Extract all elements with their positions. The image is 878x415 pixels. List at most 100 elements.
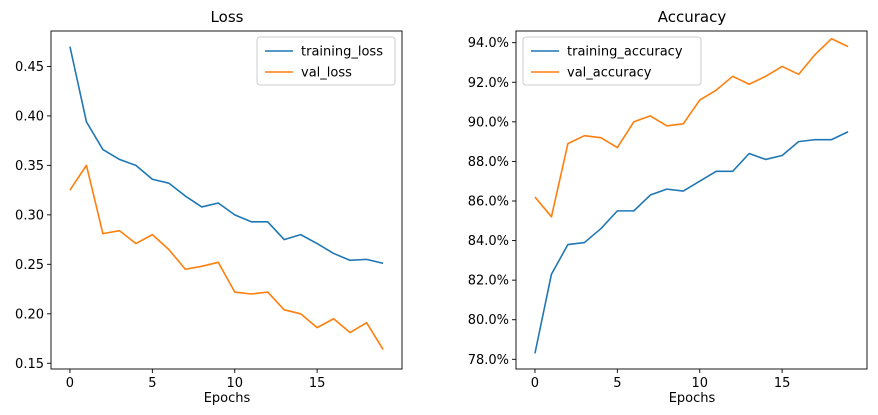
loss-point-val_loss xyxy=(69,189,71,191)
loss-series-line-training_loss xyxy=(69,46,384,265)
accuracy-chart-xlabel: Epochs xyxy=(669,391,716,406)
loss-point-training_loss xyxy=(349,259,351,261)
loss-point-val_loss xyxy=(316,326,318,328)
loss-point-val_loss xyxy=(184,268,186,270)
loss-point-training_loss xyxy=(382,262,384,264)
loss-legend-box xyxy=(256,36,396,86)
accuracy-xtick-label: 10 xyxy=(691,376,708,391)
loss-chart-title: Loss xyxy=(211,8,244,26)
loss-point-val_loss xyxy=(102,232,104,234)
accuracy-ytick-label: 82.0% xyxy=(468,274,509,289)
accuracy-ytick-label: 90.0% xyxy=(468,115,509,130)
accuracy-legend-box xyxy=(522,36,702,86)
accuracy-point-training_accuracy xyxy=(699,180,701,182)
accuracy-point-val_accuracy xyxy=(732,75,734,77)
loss-point-training_loss xyxy=(299,233,301,235)
loss-chart-xlabel: Epochs xyxy=(204,391,251,406)
accuracy-point-val_accuracy xyxy=(666,125,668,127)
loss-point-training_loss xyxy=(332,252,334,254)
accuracy-xtick-label: 0 xyxy=(531,376,539,391)
loss-point-training_loss xyxy=(135,164,137,166)
accuracy-ytick-label: 86.0% xyxy=(468,194,509,209)
loss-point-training_loss xyxy=(250,221,252,223)
accuracy-point-training_accuracy xyxy=(732,170,734,172)
loss-point-val_loss xyxy=(349,331,351,333)
accuracy-point-val_accuracy xyxy=(534,196,536,198)
accuracy-ytick-label: 94.0% xyxy=(468,36,509,51)
accuracy-point-val_accuracy xyxy=(764,75,766,77)
loss-point-val_loss xyxy=(267,291,269,293)
loss-point-val_loss xyxy=(118,229,120,231)
accuracy-point-training_accuracy xyxy=(797,140,799,142)
accuracy-point-training_accuracy xyxy=(567,243,569,245)
loss-point-training_loss xyxy=(283,238,285,240)
accuracy-point-val_accuracy xyxy=(567,142,569,144)
accuracy-series-line-training_accuracy xyxy=(534,131,849,354)
loss-point-val_loss xyxy=(234,291,236,293)
loss-point-val_loss xyxy=(201,265,203,267)
loss-legend-label-val_loss: val_loss xyxy=(301,66,352,81)
accuracy-point-val_accuracy xyxy=(699,99,701,101)
accuracy-point-val_accuracy xyxy=(748,83,750,85)
accuracy-point-val_accuracy xyxy=(616,146,618,148)
accuracy-point-training_accuracy xyxy=(682,190,684,192)
loss-ytick-label: 0.25 xyxy=(15,258,44,273)
accuracy-xtick-label: 15 xyxy=(774,376,791,391)
accuracy-point-val_accuracy xyxy=(830,38,832,40)
loss-xtick-label: 10 xyxy=(226,376,243,391)
loss-point-val_loss xyxy=(217,261,219,263)
loss-xtick-label: 15 xyxy=(309,376,326,391)
loss-point-val_loss xyxy=(135,242,137,244)
loss-legend: training_loss val_loss xyxy=(256,36,396,86)
loss-point-val_loss xyxy=(283,309,285,311)
accuracy-ytick-label: 92.0% xyxy=(468,76,509,91)
loss-point-val_loss xyxy=(382,348,384,350)
loss-ytick-label: 0.20 xyxy=(15,307,44,322)
accuracy-point-training_accuracy xyxy=(847,131,849,133)
accuracy-point-training_accuracy xyxy=(600,227,602,229)
loss-point-val_loss xyxy=(151,233,153,235)
accuracy-point-val_accuracy xyxy=(847,45,849,47)
accuracy-chart: Accuracy Epochs 0 5 10 15 78.0% 80.0% 82.0% 84.… xyxy=(468,8,868,406)
loss-axes-frame xyxy=(50,30,403,370)
loss-point-training_loss xyxy=(85,121,87,123)
loss-xtick-label: 0 xyxy=(66,376,74,391)
loss-point-training_loss xyxy=(234,214,236,216)
accuracy-point-training_accuracy xyxy=(550,273,552,275)
loss-legend-label-training_loss: training_loss xyxy=(301,45,383,60)
accuracy-point-val_accuracy xyxy=(550,216,552,218)
accuracy-legend: training_accuracy val_accuracy xyxy=(522,36,702,86)
accuracy-ytick-label: 88.0% xyxy=(468,155,509,170)
accuracy-ytick-label: 84.0% xyxy=(468,234,509,249)
accuracy-point-val_accuracy xyxy=(600,136,602,138)
loss-point-training_loss xyxy=(316,242,318,244)
accuracy-ytick-label: 80.0% xyxy=(468,313,509,328)
loss-point-val_loss xyxy=(299,313,301,315)
accuracy-point-training_accuracy xyxy=(764,158,766,160)
accuracy-point-training_accuracy xyxy=(633,210,635,212)
loss-ytick-label: 0.30 xyxy=(15,208,44,223)
accuracy-point-training_accuracy xyxy=(616,210,618,212)
accuracy-point-training_accuracy xyxy=(583,241,585,243)
loss-point-val_loss xyxy=(332,318,334,320)
loss-series-line-val_loss xyxy=(69,164,384,350)
accuracy-legend-label-training_accuracy: training_accuracy xyxy=(567,45,683,60)
accuracy-ytick-label: 78.0% xyxy=(468,353,509,368)
loss-point-val_loss xyxy=(85,164,87,166)
loss-point-training_loss xyxy=(217,202,219,204)
accuracy-xtick-label: 5 xyxy=(613,376,621,391)
loss-ytick-label: 0.35 xyxy=(15,159,44,174)
loss-point-training_loss xyxy=(267,221,269,223)
accuracy-legend-label-val_accuracy: val_accuracy xyxy=(567,66,652,81)
loss-point-training_loss xyxy=(365,258,367,260)
loss-point-val_loss xyxy=(365,321,367,323)
accuracy-point-val_accuracy xyxy=(633,121,635,123)
accuracy-point-training_accuracy xyxy=(666,188,668,190)
accuracy-point-val_accuracy xyxy=(797,73,799,75)
loss-point-training_loss xyxy=(118,158,120,160)
loss-chart: Loss Epochs 0 5 10 15 0.15 0.20 0.25 0.30 0.35 0.… xyxy=(15,8,403,406)
loss-point-val_loss xyxy=(168,248,170,250)
accuracy-series-line-val_accuracy xyxy=(534,37,849,218)
accuracy-point-training_accuracy xyxy=(748,152,750,154)
accuracy-point-training_accuracy xyxy=(534,352,536,354)
